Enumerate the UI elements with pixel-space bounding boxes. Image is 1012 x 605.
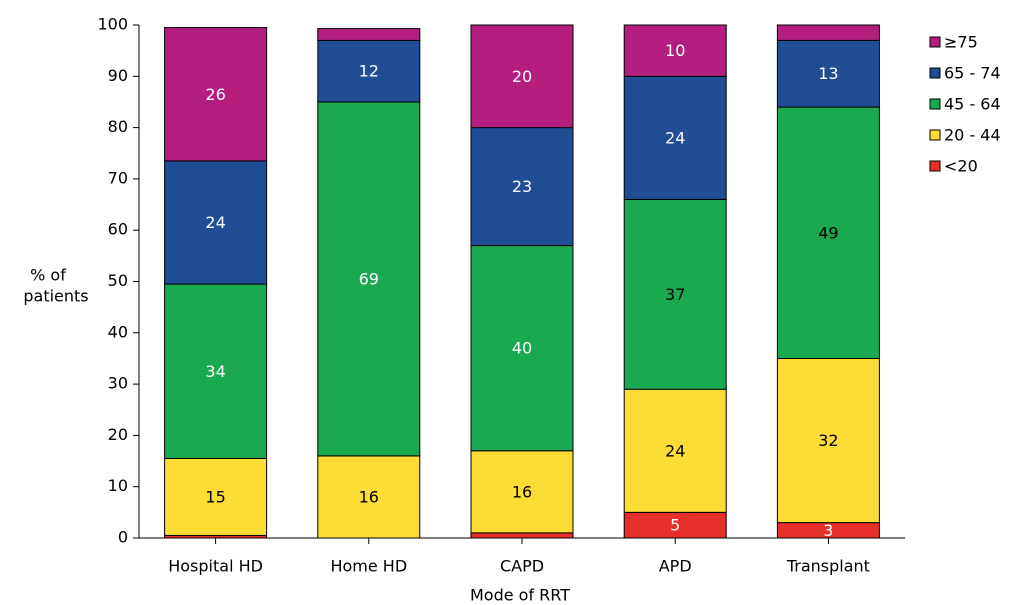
data-label: 32	[818, 431, 838, 450]
y-tick-label: 90	[108, 66, 128, 85]
data-label: 37	[665, 285, 685, 304]
bar-segment	[470, 450, 574, 534]
legend-label: ≥75	[944, 33, 978, 52]
bar-segment	[623, 24, 727, 77]
bar-segment	[470, 24, 574, 129]
y-axis-label: % of	[30, 266, 66, 285]
legend-swatch	[929, 129, 941, 141]
bar-segment	[317, 101, 421, 457]
legend-swatch	[929, 160, 941, 172]
data-label: 16	[512, 482, 532, 501]
x-tick-label: Hospital HD	[168, 557, 263, 576]
data-label: 12	[359, 62, 379, 81]
legend-label: 20 - 44	[944, 126, 1001, 145]
data-label: 10	[665, 41, 685, 60]
y-tick-label: 50	[108, 271, 128, 290]
data-label: 20	[512, 67, 532, 86]
data-label: 24	[665, 441, 685, 460]
bar-segment	[776, 24, 880, 41]
bar-segment	[776, 357, 880, 524]
bar-segment	[776, 106, 880, 359]
x-tick-label: Home HD	[330, 557, 407, 576]
bar-segment	[470, 532, 574, 539]
y-tick-label: 60	[108, 220, 128, 239]
data-label: 5	[670, 516, 680, 535]
legend-label: <20	[944, 157, 978, 176]
data-label: 3	[823, 521, 833, 540]
y-tick-label: 100	[97, 15, 128, 34]
data-label: 26	[205, 85, 225, 104]
y-tick-label: 80	[108, 117, 128, 136]
bar-segment	[623, 198, 727, 390]
y-tick-label: 40	[108, 322, 128, 341]
bar-segment	[164, 283, 268, 459]
data-label: 49	[818, 223, 838, 242]
legend-swatch	[929, 67, 941, 79]
data-label: 16	[359, 487, 379, 506]
bar-segment	[164, 27, 268, 162]
legend-swatch	[929, 98, 941, 110]
x-tick-label: Transplant	[786, 557, 870, 576]
bar-segment	[470, 127, 574, 247]
bar-segment	[164, 160, 268, 285]
x-tick-label: APD	[659, 557, 692, 576]
data-label: 34	[205, 362, 225, 381]
legend-label: 45 - 64	[944, 95, 1001, 114]
y-tick-label: 70	[108, 168, 128, 187]
data-label: 23	[512, 177, 532, 196]
y-tick-label: 0	[118, 528, 128, 547]
y-tick-label: 10	[108, 476, 128, 495]
y-tick-label: 30	[108, 374, 128, 393]
data-label: 13	[818, 64, 838, 83]
data-label: 15	[205, 487, 225, 506]
data-label: 24	[665, 128, 685, 147]
bar-segment	[164, 457, 268, 536]
data-label: 24	[205, 213, 225, 232]
y-axis-label: patients	[23, 287, 88, 306]
legend-swatch	[929, 36, 941, 48]
data-label: 69	[359, 269, 379, 288]
y-tick-label: 20	[108, 425, 128, 444]
data-label: 40	[512, 339, 532, 358]
bar-segment	[317, 39, 421, 103]
legend-label: 65 - 74	[944, 64, 1001, 83]
bar-segment	[623, 75, 727, 200]
x-axis-label: Mode of RRT	[470, 586, 570, 605]
x-tick-label: CAPD	[500, 557, 544, 576]
bar-segment	[317, 28, 421, 41]
